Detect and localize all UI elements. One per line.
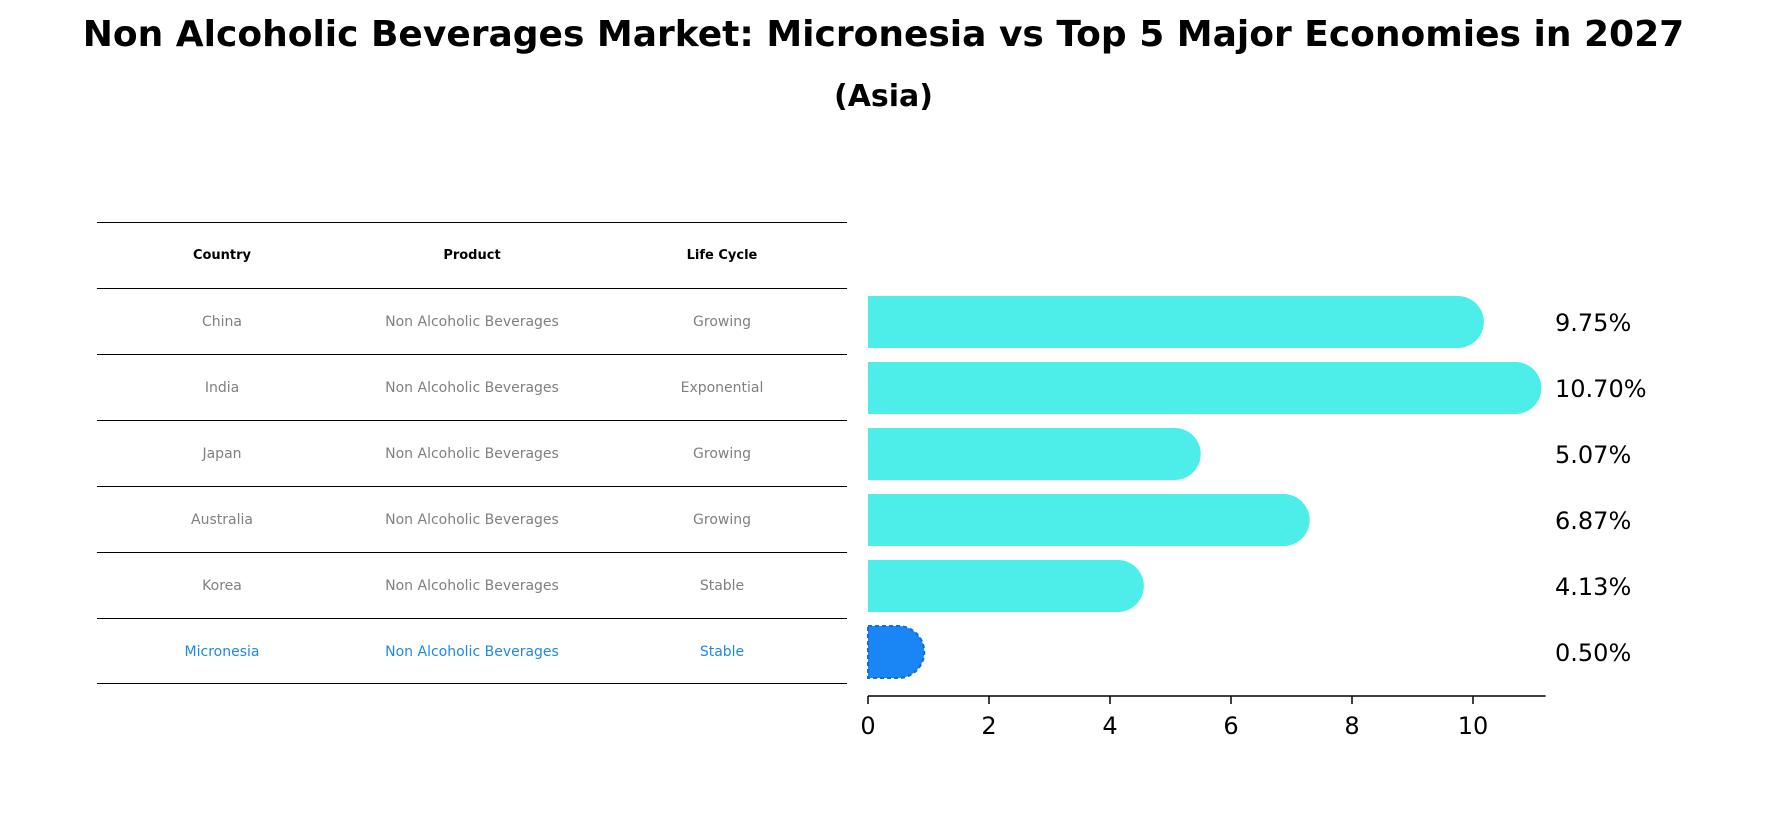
chart-subtitle: (Asia) [833, 79, 934, 114]
x-tick-label: 6 [1223, 712, 1238, 740]
bar-australia [868, 494, 1310, 546]
product-cell: Non Alcoholic Beverages [385, 380, 559, 396]
header-life-cycle: Life Cycle [686, 248, 758, 263]
life-cycle-cell: Growing [693, 512, 751, 528]
header-product: Product [443, 248, 501, 263]
life-cycle-cell: Growing [693, 446, 751, 462]
table-row: China Non Alcoholic Beverages Growing [97, 288, 847, 354]
bar-micronesia [867, 625, 926, 679]
product-cell: Non Alcoholic Beverages [385, 578, 559, 594]
value-label: 0.50% [1555, 639, 1631, 667]
table-row: Australia Non Alcoholic Beverages Growin… [97, 486, 847, 552]
value-label: 6.87% [1555, 507, 1631, 535]
x-tick-label: 0 [860, 712, 875, 740]
life-cycle-cell: Stable [699, 644, 745, 660]
product-cell: Non Alcoholic Beverages [385, 512, 559, 528]
life-cycle-cell: Growing [693, 314, 751, 330]
country-cell: Micronesia [184, 644, 260, 660]
country-cell: Japan [202, 446, 242, 462]
table-row-highlight: Micronesia Non Alcoholic Beverages Stabl… [97, 618, 847, 684]
bar-india [868, 362, 1542, 414]
bar-japan [868, 428, 1201, 480]
table-row: Japan Non Alcoholic Beverages Growing [97, 420, 847, 486]
bar-china [868, 296, 1484, 348]
header-country: Country [192, 248, 252, 263]
product-cell: Non Alcoholic Beverages [385, 644, 559, 660]
value-label: 9.75% [1555, 309, 1631, 337]
value-label: 5.07% [1555, 441, 1631, 469]
product-cell: Non Alcoholic Beverages [385, 446, 559, 462]
table-header-row: Country Product Life Cycle [97, 222, 847, 288]
country-cell: China [202, 314, 242, 330]
bar-korea [868, 560, 1144, 612]
table-row: Korea Non Alcoholic Beverages Stable [97, 552, 847, 618]
country-cell: Korea [202, 578, 242, 594]
country-cell: India [204, 380, 240, 396]
value-label: 4.13% [1555, 573, 1631, 601]
life-cycle-cell: Stable [699, 578, 745, 594]
x-tick-label: 4 [1102, 712, 1117, 740]
country-cell: Australia [191, 512, 253, 528]
x-tick-label: 2 [981, 712, 996, 740]
product-cell: Non Alcoholic Beverages [385, 314, 559, 330]
x-tick-label: 10 [1458, 712, 1489, 740]
life-cycle-cell: Exponential [680, 380, 764, 396]
market-table: Country Product Life Cycle China Non Alc… [97, 222, 847, 684]
value-label: 10.70% [1555, 375, 1647, 403]
x-tick-label: 8 [1344, 712, 1359, 740]
chart-title: Non Alcoholic Beverages Market: Micrones… [82, 14, 1685, 55]
table-row: India Non Alcoholic Beverages Exponentia… [97, 354, 847, 420]
